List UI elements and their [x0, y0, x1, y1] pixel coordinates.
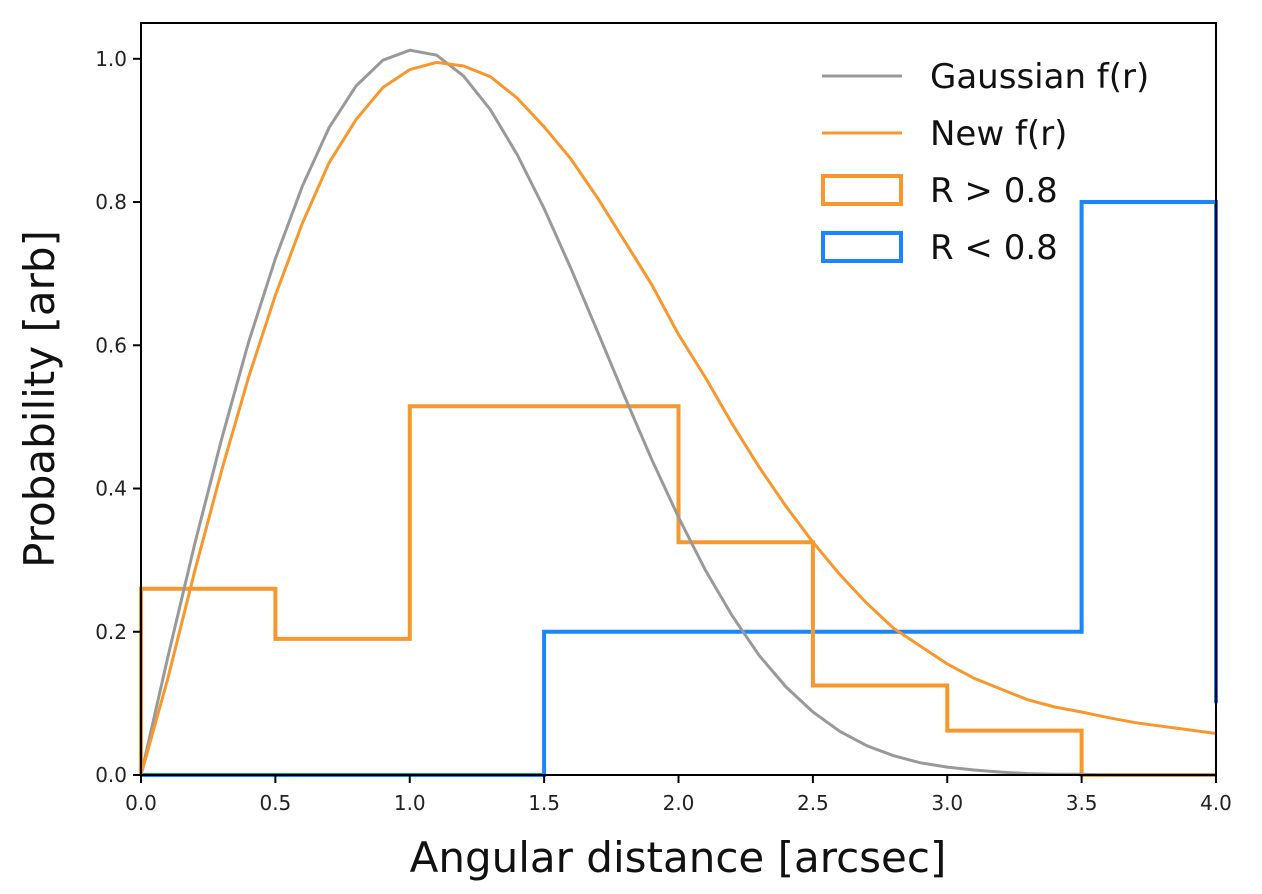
x-axis-label: Angular distance [arcsec] — [410, 833, 947, 882]
x-tick-label: 4.0 — [1200, 791, 1232, 815]
x-tick-label: 1.5 — [528, 791, 560, 815]
legend-label-r-0-8: R < 0.8 — [930, 228, 1058, 268]
legend-swatch-r-0-8 — [821, 174, 903, 206]
y-tick-label: 0.0 — [95, 763, 127, 787]
x-tick-label: 1.0 — [394, 791, 426, 815]
legend: Gaussian f(r) New f(r) R > 0.8 R < 0.8 — [821, 57, 1149, 268]
x-tick-label: 2.5 — [797, 791, 829, 815]
series-r-0-8 — [139, 404, 1216, 777]
y-tick-label: 1.0 — [95, 47, 127, 71]
legend-swatch-r-0-8 — [821, 231, 903, 263]
x-tick-label: 3.5 — [1066, 791, 1098, 815]
legend-label-r-0-8: R > 0.8 — [930, 171, 1058, 211]
x-tick-label: 3.0 — [931, 791, 963, 815]
ticks-layer: 0.0 0.5 1.0 1.5 2.0 2.5 3.0 3.5 4.0 0.0 0.2 0.4 0.6 0… — [95, 47, 1232, 815]
legend-label-new-f-r: New f(r) — [930, 114, 1067, 154]
x-tick-label: 2.0 — [663, 791, 695, 815]
x-tick-label: 0.0 — [125, 791, 157, 815]
y-tick-label: 0.2 — [95, 620, 127, 644]
series-new-f-r — [139, 60, 1217, 776]
series-gaussian-f-r — [139, 48, 1216, 777]
y-axis-label: Probability [arb] — [15, 230, 64, 568]
legend-label-gaussian-f-r: Gaussian f(r) — [930, 57, 1149, 97]
y-tick-label: 0.8 — [95, 190, 127, 214]
y-tick-label: 0.6 — [95, 333, 127, 357]
y-tick-label: 0.4 — [95, 477, 127, 501]
x-tick-label: 0.5 — [259, 791, 291, 815]
